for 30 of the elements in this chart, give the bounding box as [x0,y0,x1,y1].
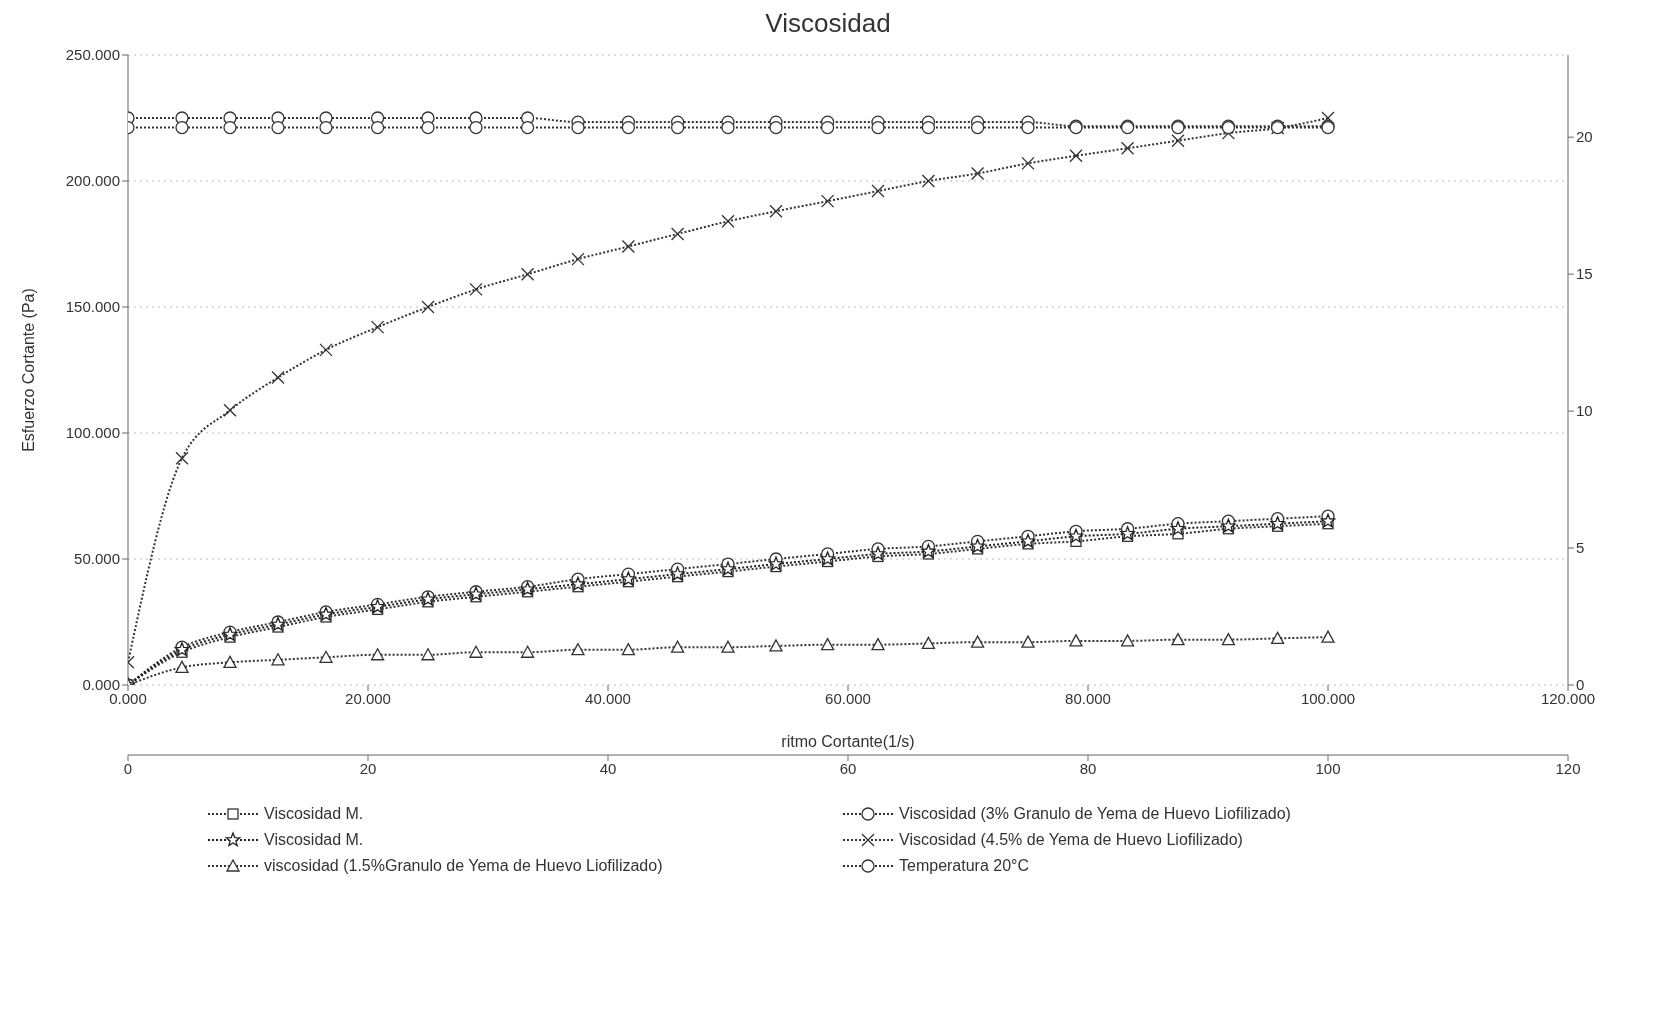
legend-label: viscosidad (1.5%Granulo de Yema de Huevo Liofilizado) [264,857,663,875]
chart-title: Viscosidad [764,8,892,39]
x-axis-title: ritmo Cortante(1/s) [781,733,915,750]
x2-tick-label: 80 [1079,759,1097,777]
x-tick-label: 60.000 [825,689,871,707]
legend-label: Viscosidad M. [264,805,364,823]
legend-label: Viscosidad (4.5% de Yema de Huevo Liofilizado) [899,831,1243,849]
y2-tick-label: 20 [1576,128,1593,146]
y2-tick-label: 5 [1576,539,1585,557]
y-tick-label: 200.000 [65,172,120,190]
x2-tick-label: 60 [839,759,857,777]
legend-label: Viscosidad (3% Granulo de Yema de Huevo Liofilizado) [899,805,1291,823]
x2-tick-label: 40 [599,759,617,777]
y-axis-title: Esfuerzo Cortante (Pa) [19,288,37,452]
y2-tick-label: 15 [1576,265,1593,283]
x-tick-label: 20.000 [345,689,391,707]
y-tick-label: 250.000 [65,46,120,64]
x2-tick-label: 100 [1315,759,1341,777]
legend-label: Viscosidad M. [264,831,364,849]
y-tick-label: 100.000 [65,424,120,442]
x2-tick-label: 0 [123,759,133,777]
y-tick-label: 150.000 [65,298,120,316]
x2-tick-label: 20 [359,759,377,777]
y2-tick-label: 10 [1576,402,1593,420]
x-tick-label: 100.000 [1300,689,1356,707]
y-tick-label: 50.000 [74,550,120,568]
x2-tick-label: 120 [1555,759,1581,777]
x-tick-label: 40.000 [585,689,631,707]
x-tick-label: 80.000 [1065,689,1111,707]
legend-label: Temperatura 20°C [899,857,1030,875]
